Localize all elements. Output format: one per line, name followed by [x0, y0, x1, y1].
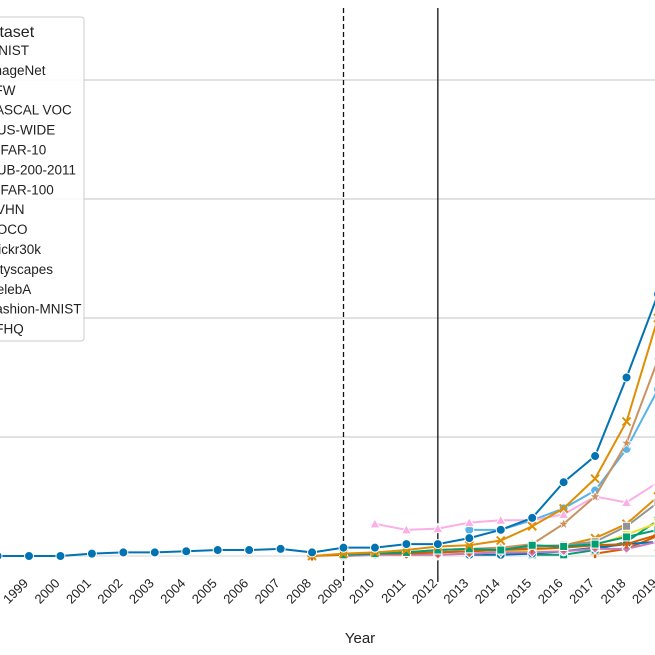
legend-box	[0, 16, 85, 342]
data-point	[118, 547, 129, 558]
data-point	[496, 535, 506, 546]
data-point	[464, 533, 475, 544]
legend-entry: LFW	[0, 83, 16, 98]
data-point	[527, 512, 538, 523]
data-point	[494, 514, 507, 525]
data-point	[24, 551, 34, 561]
series-line	[374, 482, 655, 531]
x-tick-label: 2012	[409, 576, 440, 607]
x-tick-label: 2005	[189, 576, 220, 607]
data-point	[527, 540, 537, 550]
data-point	[86, 548, 97, 559]
data-point	[369, 517, 381, 529]
vertical-reference-lines	[342, 8, 439, 582]
data-point	[432, 522, 444, 534]
legend-entry: FFHQ	[0, 322, 24, 337]
legend-entry: SVHN	[0, 202, 25, 217]
legend-entry: CIFAR-100	[0, 182, 54, 197]
data-point	[0, 551, 3, 561]
data-point	[464, 540, 475, 550]
x-tick-label: 2008	[283, 576, 314, 607]
data-point	[432, 539, 443, 550]
x-tick-label: 2002	[94, 576, 125, 607]
data-point	[55, 551, 66, 561]
series-line	[0, 299, 655, 557]
data-point	[369, 542, 380, 553]
series-line	[311, 324, 655, 557]
data-point	[527, 521, 537, 531]
legend-entry: CUB-200-2011	[0, 162, 76, 177]
x-tick-label: 2013	[440, 576, 471, 607]
legend-title: Dataset	[0, 24, 35, 41]
x-tick-label: 2015	[503, 576, 534, 607]
legend-entry: CelebA	[0, 282, 31, 297]
legend: Dataset MNIST ImageNet LFW PASCAL VOC NUS-WI…	[0, 16, 85, 342]
data-point	[621, 543, 632, 555]
legend-entry: ImageNet	[0, 63, 46, 78]
data-point	[496, 545, 506, 555]
x-axis-label: Year	[345, 630, 375, 647]
x-tick-label: 2010	[346, 576, 377, 607]
x-tick-label: 2014	[472, 576, 503, 607]
data-point	[149, 547, 160, 558]
legend-entry: Cityscapes	[0, 262, 53, 277]
x-tick-label: 2016	[535, 576, 566, 607]
x-tick-label: 2004	[157, 576, 188, 607]
data-point	[558, 503, 569, 514]
data-point	[558, 477, 569, 488]
x-tick-label: 2003	[126, 576, 157, 607]
x-tick-label: 2001	[63, 576, 94, 607]
data-point	[621, 416, 632, 427]
x-tick-label: 2007	[252, 576, 283, 607]
data-point	[212, 545, 223, 556]
x-tick-label: 2018	[598, 576, 629, 607]
data-point	[463, 516, 476, 528]
data-point	[590, 539, 600, 549]
series-layer	[0, 290, 655, 562]
data-point	[590, 451, 601, 462]
data-point	[307, 547, 318, 558]
data-point	[181, 546, 192, 557]
data-point	[589, 490, 601, 503]
data-point	[244, 545, 255, 556]
x-tick-label: 2000	[32, 576, 63, 607]
legend-entry: COCO	[0, 222, 28, 237]
legend-entry: Fashion-MNIST	[0, 302, 82, 317]
x-tick-label: 2017	[566, 576, 597, 607]
x-tick-label: 1999	[0, 576, 31, 607]
data-point	[338, 542, 349, 553]
legend-entry: CIFAR-10	[0, 143, 46, 158]
x-tick-label: 2011	[378, 576, 408, 606]
data-point	[621, 372, 632, 383]
legend-entry: PASCAL VOC	[0, 103, 72, 118]
legend-entry: NUS-WIDE	[0, 123, 55, 138]
data-point	[620, 437, 633, 449]
legend-entry: Flickr30k	[0, 242, 41, 257]
data-point	[275, 543, 286, 554]
data-point	[620, 496, 633, 507]
x-tick-labels: 1999 2000 2001 2002 2003 2004 2005 2006 2007 2008…	[0, 576, 655, 607]
data-point	[495, 524, 506, 535]
x-tick-label: 2009	[315, 576, 346, 607]
legend-entry: MNIST	[0, 43, 29, 58]
series-mnist	[0, 290, 655, 561]
grid-lines	[0, 79, 655, 557]
data-point	[401, 539, 412, 550]
data-point	[622, 532, 632, 542]
x-tick-label: 2019	[629, 576, 655, 607]
data-point	[557, 518, 570, 530]
data-point	[559, 541, 569, 551]
data-point	[622, 521, 632, 531]
x-tick-label: 2006	[220, 576, 251, 607]
data-point	[590, 473, 600, 484]
data-point	[400, 523, 413, 535]
